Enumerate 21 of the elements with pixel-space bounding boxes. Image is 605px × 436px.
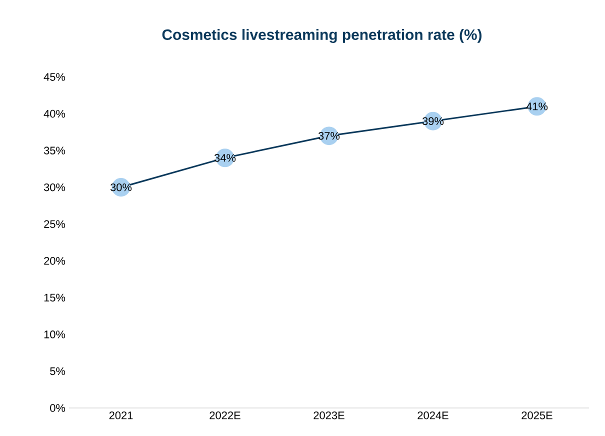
y-tick-label: 25% <box>44 220 66 228</box>
y-tick-label: 10% <box>44 330 66 338</box>
y-tick-label: 20% <box>44 257 66 265</box>
data-label: 30% <box>110 183 132 192</box>
x-tick-label: 2021 <box>109 412 133 420</box>
data-label: 41% <box>526 102 548 110</box>
x-tick-label: 2022E <box>210 412 240 420</box>
y-tick-label: 45% <box>44 73 66 81</box>
x-tick-label: 2023E <box>314 412 344 420</box>
x-tick-label: 2024E <box>418 412 448 420</box>
data-label: 39% <box>422 117 444 125</box>
y-tick-label: 35% <box>44 146 66 154</box>
x-tick-label: 2025E <box>522 412 552 420</box>
data-label: 37% <box>318 132 340 140</box>
data-label: 34% <box>214 154 236 162</box>
y-tick-label: 15% <box>44 294 66 302</box>
chart-title: Cosmetics livestreaming penetration rate (%) <box>162 28 482 43</box>
y-tick-label: 40% <box>44 110 66 118</box>
y-tick-label: 0% <box>50 404 66 412</box>
y-tick-label: 30% <box>44 183 66 192</box>
y-tick-label: 5% <box>50 367 66 376</box>
